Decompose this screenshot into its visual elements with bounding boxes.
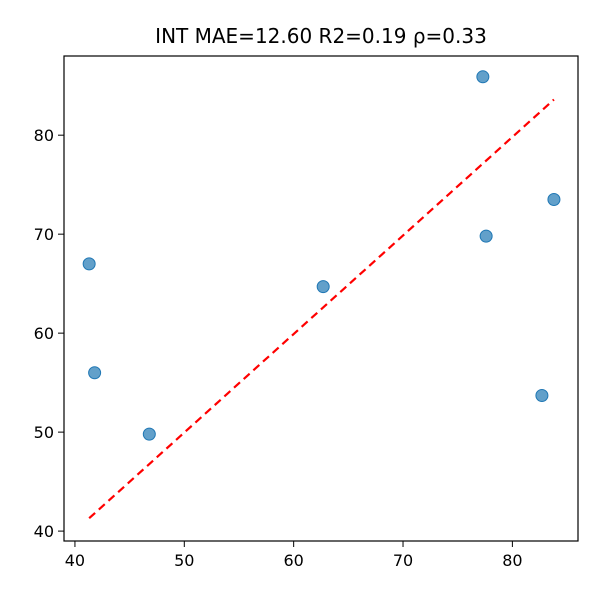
scatter-point [479,229,493,243]
y-tick-label: 60 [34,324,54,343]
y-tick-label: 70 [34,225,54,244]
x-axis: 40 50 60 70 80 [65,541,523,570]
y-axis: 40 50 60 70 80 [34,126,64,541]
y-tick-label: 50 [34,423,54,442]
scatter-point [316,280,330,294]
scatter-point [82,257,96,271]
scatter-point [88,366,102,380]
points-layer [82,70,561,441]
chart-title: INT MAE=12.60 R2=0.19 ρ=0.33 [155,24,487,48]
x-tick-label: 80 [502,551,522,570]
x-tick-label: 60 [283,551,303,570]
plot-frame [63,55,579,542]
x-tick-label: 50 [174,551,194,570]
fit-line [88,98,555,520]
scatter-point [547,193,561,207]
scatter-point [476,70,490,84]
x-tick-label: 40 [65,551,85,570]
scatter-point [535,389,549,402]
y-tick-label: 40 [34,522,54,541]
scatter-point [142,427,156,441]
x-tick-label: 70 [393,551,413,570]
y-tick-label: 80 [34,126,54,145]
fit-line-layer [88,98,555,520]
